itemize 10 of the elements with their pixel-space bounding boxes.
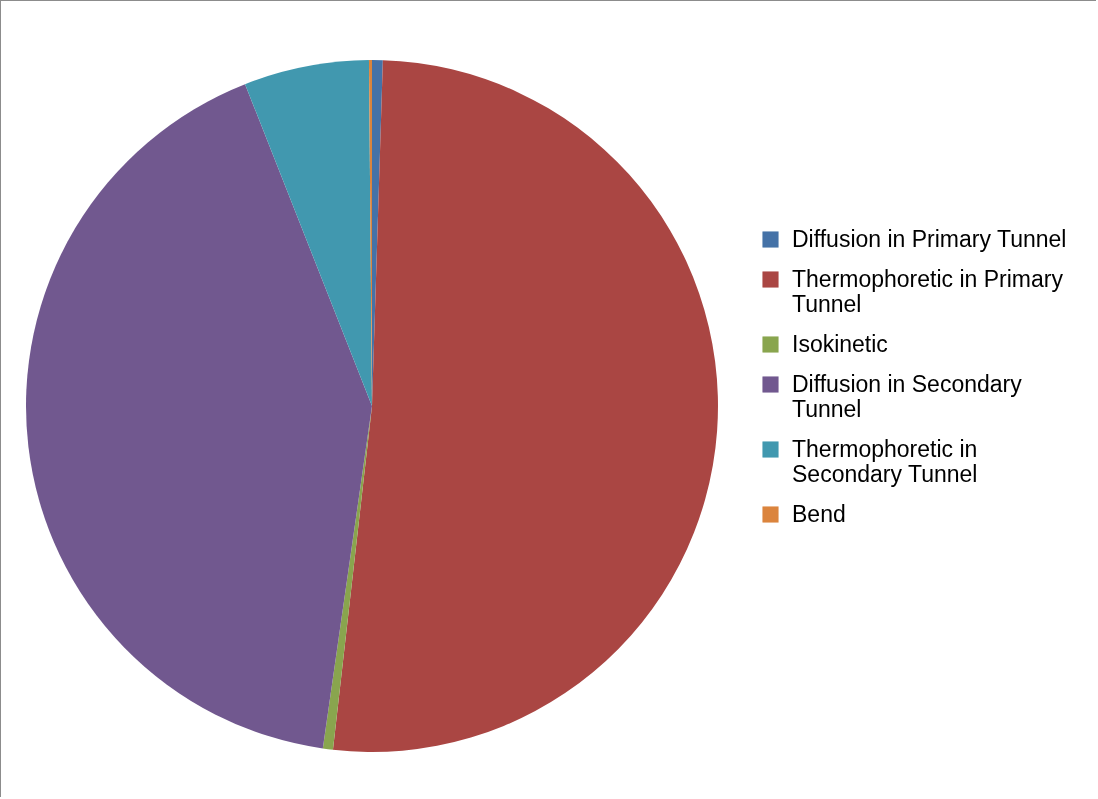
legend-label: Diffusion in Secondary Tunnel <box>792 370 1023 422</box>
legend-label: Bend <box>792 500 846 527</box>
legend-label: Isokinetic <box>792 330 888 357</box>
pie-slice <box>322 406 372 750</box>
legend-label: Thermophoretic in Primary Tunnel <box>792 265 1064 317</box>
pie-slice <box>26 84 372 749</box>
legend-label: Diffusion in Primary Tunnel <box>792 225 1067 252</box>
legend-label: Thermophoretic in Secondary Tunnel <box>792 435 978 487</box>
pie-slice <box>332 60 718 752</box>
pie-slice <box>245 60 372 406</box>
